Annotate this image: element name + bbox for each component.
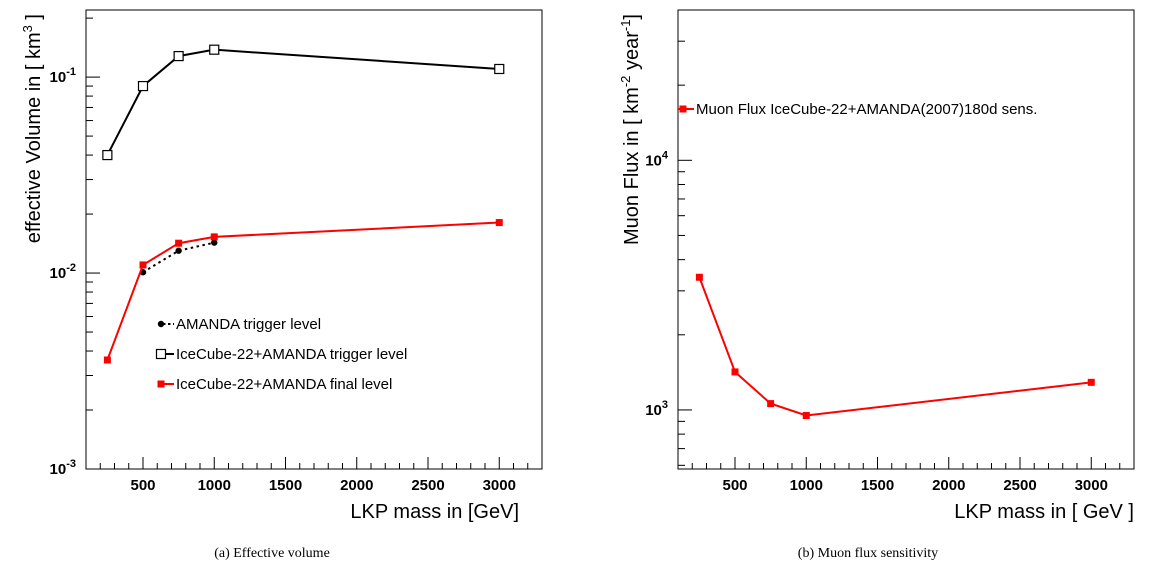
panel-a-data-point	[173, 50, 184, 62]
panel-a-series-line-1	[106, 48, 500, 156]
panel-a-x-tick-label: 3000	[483, 477, 516, 494]
panel-b-data-point	[802, 412, 810, 420]
panel-b-x-tick-label: 3000	[1075, 477, 1108, 494]
panel-b-y-label-main: Muon Flux in [ km	[621, 87, 643, 245]
legend-marker-swatch	[679, 105, 687, 113]
panel-a-data-point	[210, 233, 218, 241]
panel-b-data-point	[1087, 378, 1095, 386]
panel-b-y-axis-label: Muon Flux in [ km-2 year-1]	[618, 14, 643, 245]
panel-b-y-label-end: ]	[621, 14, 643, 20]
panel-b-frame	[677, 9, 1135, 470]
panel-a-axes: 500 1000 1500 2000 2500 3000 10-3 10-2 10-1	[50, 17, 529, 494]
panel-b-y-label-mid: year	[621, 31, 643, 76]
panel-a-frame	[85, 9, 543, 470]
panel-a-y-axis-label: effective Volume in [ km3 ]	[20, 14, 45, 243]
panel-a-x-tick-label: 1000	[198, 477, 231, 494]
panel-b-x-axis-label: LKP mass in [ GeV ]	[954, 501, 1134, 523]
panel-b-data-point	[767, 400, 775, 408]
panel-a-data-point	[175, 239, 183, 247]
panel-b-x-tick-label: 2500	[1003, 477, 1036, 494]
panel-a-data-point	[102, 149, 113, 161]
panel-b-series	[695, 273, 1095, 420]
panel-a-data-point	[209, 44, 220, 55]
panel-a-x-tick-label: 2500	[411, 477, 444, 494]
panel-a-y-tick-label: 10-3	[50, 458, 76, 478]
panel-b-y-tick-label: 103	[645, 399, 668, 419]
legend-entry-label: AMANDA trigger level	[176, 316, 321, 333]
panel-b-x-tick-label: 1500	[861, 477, 894, 494]
panel-b-y-tick-label: 104	[645, 149, 669, 169]
panel-a-series	[102, 44, 505, 364]
panel-b-y-label-sup2: -1	[618, 20, 633, 32]
panel-a-data-point	[494, 63, 505, 75]
legend-marker-swatch	[157, 380, 165, 388]
panel-a-series-line-2	[106, 221, 500, 361]
panel-b-x-tick-label: 1000	[790, 477, 823, 494]
panel-a-series-line-0	[142, 241, 215, 274]
panel-b-axes: 500 1000 1500 2000 2500 3000 103 104	[645, 9, 1121, 494]
legend-entry-label: Muon Flux IceCube-22+AMANDA(2007)180d se…	[696, 101, 1037, 118]
panel-b-muon-flux: 500 1000 1500 2000 2500 3000 103 104 Muon Flux …	[618, 9, 1135, 561]
panel-b-caption: (b) Muon flux sensitivity	[798, 546, 938, 561]
panel-a-y-label-main: effective Volume in [ km	[23, 32, 45, 243]
panel-b-x-tick-label: 500	[722, 477, 747, 494]
panel-b-series-line-0	[698, 276, 1092, 417]
panel-b-legend: Muon Flux IceCube-22+AMANDA(2007)180d se…	[678, 101, 1037, 118]
panel-a-y-label-sup: 3	[20, 25, 35, 32]
panel-a-data-point	[137, 80, 149, 92]
panel-a-caption: (a) Effective volume	[214, 546, 330, 561]
panel-a-y-tick-label: 10-1	[50, 66, 76, 86]
panel-a-data-point	[103, 356, 111, 364]
panel-a-data-point	[495, 219, 503, 227]
panel-a-data-point	[211, 239, 218, 246]
panel-a-x-tick-label: 1500	[269, 477, 302, 494]
legend-entry-label: IceCube-22+AMANDA final level	[176, 376, 392, 393]
panel-a-x-axis-label: LKP mass in [GeV]	[350, 501, 519, 523]
panel-a-y-tick-label: 10-2	[50, 262, 76, 282]
panel-a-effective-volume: 500 1000 1500 2000 2500 3000 10-3 10-2 10-1 AMAN…	[20, 9, 543, 561]
panel-b-y-label-sup: -2	[618, 76, 633, 88]
legend-marker-swatch	[157, 320, 165, 328]
panel-a-data-point	[175, 247, 182, 254]
legend-marker-swatch	[155, 348, 167, 360]
panel-b-data-point	[731, 368, 739, 376]
panel-a-legend: AMANDA trigger level IceCube-22+AMANDA tr…	[155, 316, 407, 393]
panel-b-x-tick-label: 2000	[932, 477, 965, 494]
panel-a-x-tick-label: 500	[130, 477, 155, 494]
panel-a-data-point	[139, 261, 147, 269]
legend-entry-label: IceCube-22+AMANDA trigger level	[176, 346, 407, 363]
panel-b-data-point	[695, 273, 703, 281]
panel-a-y-label-end: ]	[23, 14, 45, 25]
panel-a-x-tick-label: 2000	[340, 477, 373, 494]
